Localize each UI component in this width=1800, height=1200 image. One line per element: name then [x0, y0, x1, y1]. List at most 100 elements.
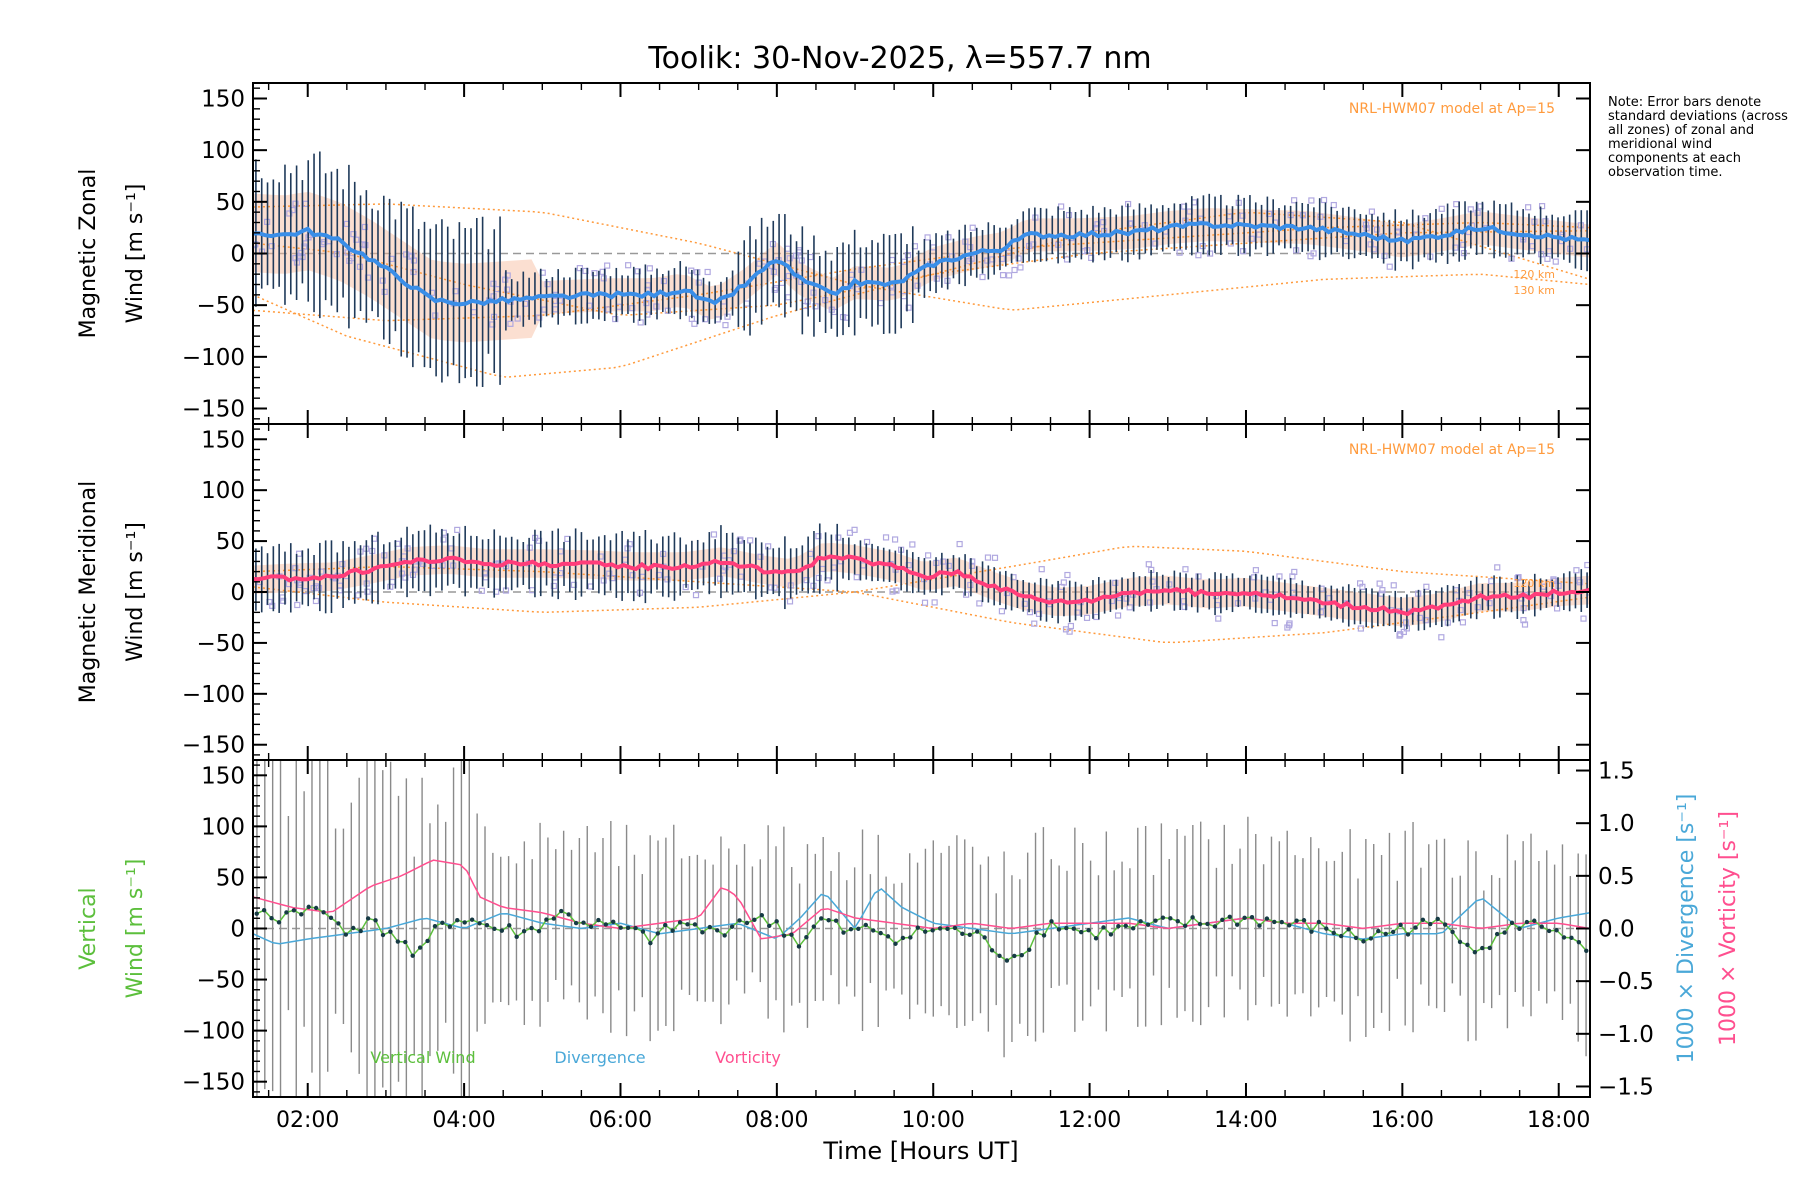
- vertical-wind-point: [269, 916, 274, 921]
- vertical-wind-point: [1145, 922, 1151, 927]
- model-altitude-label: 120 km: [1513, 577, 1555, 590]
- zone-point: [294, 601, 301, 609]
- vertical-wind-point: [952, 925, 958, 931]
- vertical-wind-point: [544, 917, 549, 922]
- vertical-wind-point: [796, 944, 802, 949]
- zone-point: [940, 558, 947, 565]
- zone-point: [1286, 622, 1293, 629]
- vertical-wind-point: [1390, 929, 1396, 935]
- vertical-wind-point: [997, 953, 1002, 959]
- y2-axis-label: 1000 × Vorticity [s⁻¹]: [1716, 811, 1741, 1046]
- vertical-wind-point: [1175, 918, 1180, 924]
- zone-point: [695, 279, 702, 286]
- vertical-wind-point: [945, 926, 950, 932]
- model-curve: [253, 203, 1590, 311]
- zone-point: [1289, 573, 1296, 580]
- y-tick-label: 100: [201, 478, 245, 504]
- zone-point: [976, 600, 983, 607]
- vertical-wind-point: [781, 933, 787, 938]
- y2-tick-label: −1.0: [1598, 1022, 1654, 1048]
- y-tick-label: 0: [230, 242, 245, 268]
- vertical-wind-point: [566, 912, 571, 917]
- vertical-wind-point: [729, 924, 735, 929]
- vertical-wind-point: [529, 925, 534, 931]
- vertical-wind-point: [477, 921, 482, 926]
- vertical-wind-point: [982, 935, 987, 940]
- zone-point: [747, 537, 754, 544]
- zone-point: [691, 320, 698, 327]
- zone-point: [550, 582, 557, 590]
- vertical-wind-point: [321, 910, 326, 915]
- vertical-wind-point: [930, 928, 935, 933]
- vertical-wind-point: [559, 908, 564, 914]
- zone-point: [1015, 255, 1022, 262]
- zone-point: [576, 265, 583, 272]
- vertical-wind-point: [1108, 932, 1114, 937]
- zone-point: [643, 299, 650, 307]
- zone-point: [1011, 266, 1018, 274]
- model-curve: [253, 211, 1590, 378]
- vertical-wind-point: [863, 922, 868, 928]
- vertical-wind-point: [737, 918, 742, 923]
- zone-point: [312, 597, 320, 605]
- x-tick-label: 14:00: [1214, 1108, 1277, 1133]
- vertical-wind-point: [1472, 949, 1478, 955]
- zone-point: [381, 288, 388, 295]
- vertical-wind-point: [1249, 915, 1255, 920]
- model-annotation: NRL-HWM07 model at Ap=15: [1349, 442, 1555, 458]
- vertical-wind-point: [403, 939, 408, 945]
- vertical-wind-point: [811, 924, 816, 929]
- y-tick-label: −100: [182, 345, 245, 371]
- zone-point: [1021, 600, 1028, 607]
- y-tick-label: 100: [201, 814, 245, 840]
- vertical-wind-point: [1205, 921, 1210, 927]
- zone-point: [963, 591, 970, 598]
- vertical-wind-point: [573, 920, 579, 926]
- zone-point: [478, 587, 485, 594]
- zone-point: [1181, 603, 1188, 611]
- vertical-wind-point: [1301, 918, 1307, 923]
- y2-tick-label: −0.5: [1598, 969, 1654, 995]
- zone-point: [600, 275, 607, 282]
- vertical-wind-point: [388, 929, 393, 934]
- y-tick-label: −50: [196, 293, 245, 319]
- zone-point: [722, 322, 729, 329]
- y-tick-label: −150: [182, 397, 245, 423]
- zone-point: [1422, 215, 1429, 222]
- vertical-wind-point: [1071, 926, 1076, 931]
- vertical-wind-point: [313, 905, 319, 911]
- zone-point: [1396, 632, 1403, 639]
- vertical-wind-point: [804, 935, 809, 940]
- vertical-wind-point: [618, 925, 623, 930]
- zone-point: [1457, 606, 1464, 614]
- vertical-wind-point: [700, 930, 705, 935]
- vorticity-line: [253, 859, 1590, 940]
- y-tick-label: −50: [196, 968, 245, 994]
- zone-point: [1031, 620, 1038, 627]
- vertical-wind-point: [878, 930, 883, 936]
- panel-inner: [253, 760, 1590, 1097]
- zone-point: [1252, 567, 1259, 574]
- zone-point: [646, 265, 653, 272]
- zone-point: [835, 534, 842, 541]
- vertical-wind-point: [365, 916, 371, 921]
- y-tick-label: −100: [182, 682, 245, 708]
- y-tick-label: −150: [182, 1070, 245, 1096]
- zone-point: [1330, 201, 1337, 209]
- model-altitude-label: 130 km: [1513, 284, 1555, 297]
- y2-tick-label: 0.0: [1598, 917, 1635, 943]
- zone-point: [889, 256, 896, 264]
- vertical-wind-point: [291, 908, 297, 913]
- y2-tick-label: 0.5: [1598, 864, 1635, 890]
- zone-point: [921, 599, 929, 606]
- vertical-wind-point: [819, 916, 824, 921]
- vertical-wind-point: [1368, 936, 1374, 941]
- panel-vertical: Vertical Wind Divergence Vorticity −1.5 −1.0…: [76, 759, 1741, 1165]
- zone-point: [364, 274, 372, 281]
- vertical-wind-point: [1086, 928, 1091, 933]
- vertical-wind-point: [774, 919, 779, 924]
- vertical-wind-point: [640, 929, 646, 934]
- zone-point: [979, 273, 986, 281]
- zone-point: [757, 553, 764, 560]
